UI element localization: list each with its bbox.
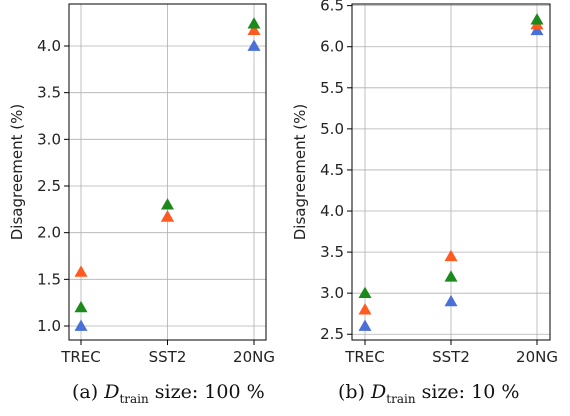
data-point-marker — [161, 210, 174, 222]
y-tick-label: 2.5 — [37, 177, 61, 195]
y-tick-label: 3.5 — [37, 84, 61, 102]
caption-b-sub: train — [386, 391, 416, 406]
data-point-marker — [530, 13, 544, 25]
data-point-marker — [444, 270, 458, 282]
data-point-marker — [247, 39, 261, 51]
x-tick-label: SST2 — [432, 348, 470, 366]
data-point-marker — [444, 249, 458, 262]
data-point-marker — [444, 294, 458, 307]
caption-b-suffix: size: 10 % — [415, 381, 520, 403]
data-point-marker — [358, 286, 372, 299]
caption-a: (a) Dtrain size: 100 % — [72, 381, 265, 406]
data-point-marker — [74, 300, 88, 313]
caption-a-prefix: (a) — [72, 381, 105, 403]
x-tick-label: SST2 — [149, 348, 187, 366]
caption-a-var: D — [104, 381, 120, 403]
y-tick-label: 3.5 — [320, 243, 344, 261]
y-tick-label: 4.0 — [37, 37, 61, 55]
y-tick-label: 3.0 — [37, 130, 61, 148]
y-tick-label: 1.5 — [37, 270, 61, 288]
caption-b-prefix: (b) — [338, 381, 372, 403]
data-point-marker — [247, 23, 261, 36]
data-point-marker — [530, 23, 544, 36]
y-tick-label: 2.0 — [37, 224, 61, 242]
y-tick-label: 6.0 — [320, 38, 344, 56]
caption-b: (b) Dtrain size: 10 % — [338, 381, 519, 406]
x-tick-label: 20NG — [516, 348, 558, 366]
data-point-marker — [74, 265, 88, 277]
y-tick-label: 4.5 — [320, 161, 344, 179]
data-point-marker — [247, 17, 261, 29]
x-tick-label: 20NG — [233, 348, 275, 366]
caption-a-sub: train — [119, 391, 149, 406]
y-tick-label: 3.0 — [320, 284, 344, 302]
caption-b-var: D — [371, 381, 387, 403]
y-tick-label: 5.5 — [320, 79, 344, 97]
caption-a-suffix: size: 100 % — [148, 381, 265, 403]
y-axis-label: Disagreement (%) — [8, 104, 26, 241]
y-tick-label: 5.0 — [320, 120, 344, 138]
data-point-marker — [161, 198, 174, 210]
panel-b: 2.5 3.0 3.5 4.0 4.5 5.0 5.5 6.0 6.5 TREC SST2 20NG D… — [291, 0, 558, 366]
y-tick-label: 2.5 — [320, 325, 344, 343]
y-tick-label: 4.0 — [320, 202, 344, 220]
data-point-marker — [74, 319, 88, 331]
y-tick-label: 1.0 — [37, 317, 61, 335]
y-axis-label: Disagreement (%) — [291, 104, 309, 241]
y-tick-label: 6.5 — [320, 0, 344, 15]
panel-a: 1.0 1.5 2.0 2.5 3.0 3.5 4.0 TREC SST2 20NG Disagre… — [8, 3, 275, 366]
x-tick-label: TREC — [60, 348, 101, 366]
data-point-marker — [358, 319, 372, 331]
data-point-marker — [358, 303, 372, 315]
x-tick-label: TREC — [344, 348, 385, 366]
